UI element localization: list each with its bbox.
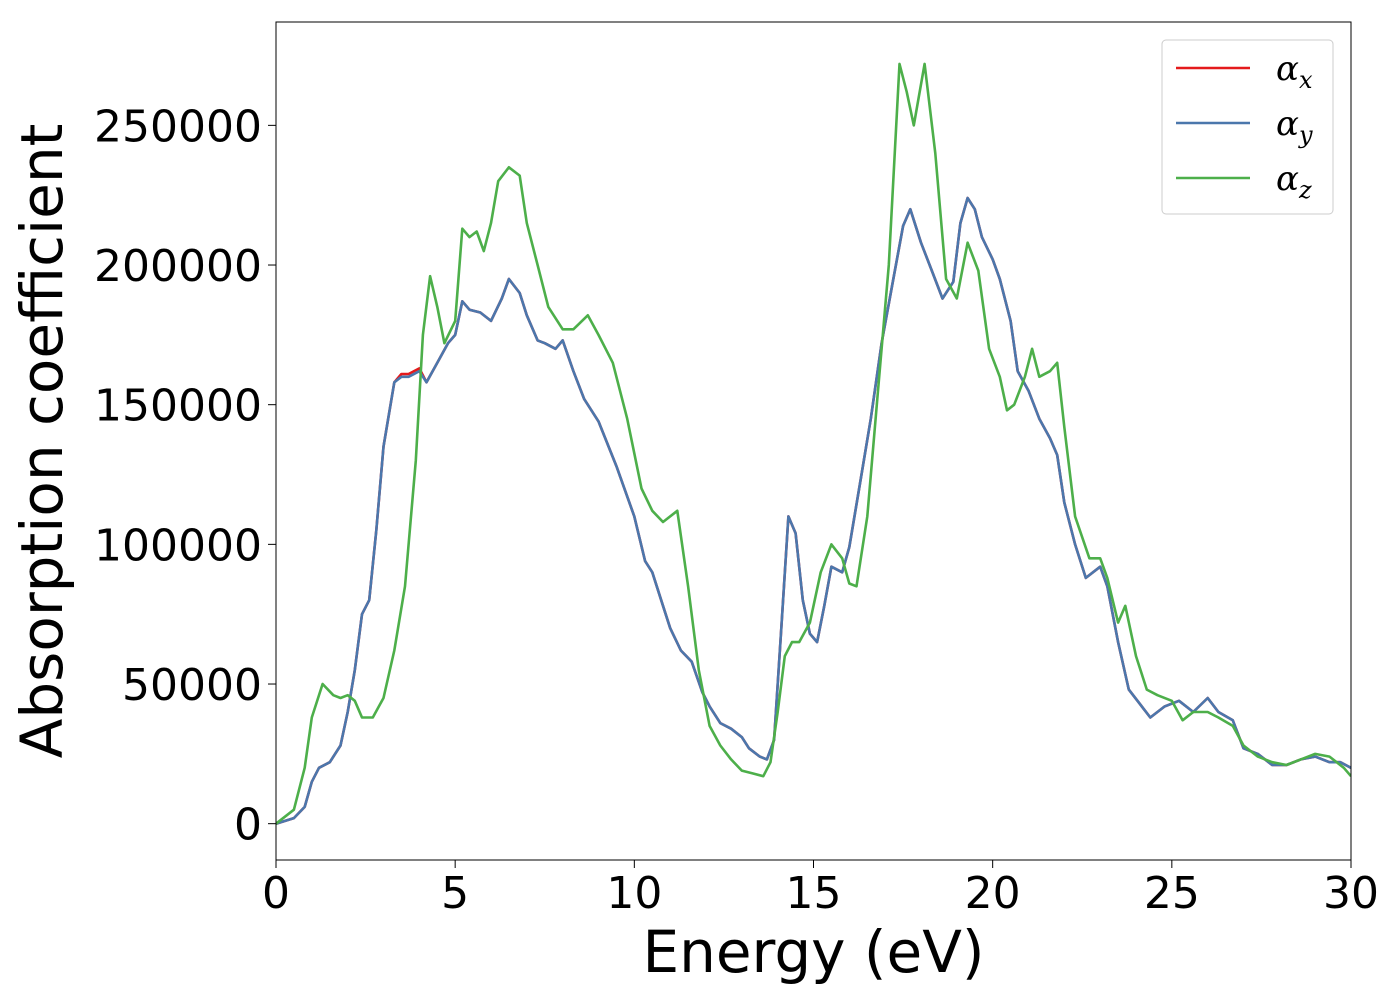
y-tick-label: 50000 — [122, 660, 262, 711]
legend-box — [1161, 39, 1334, 215]
series-line-y — [276, 196, 1351, 825]
series-line-x — [276, 196, 1351, 825]
x-tick-label: 25 — [1144, 868, 1200, 919]
x-tick-label: 0 — [262, 868, 290, 919]
x-axis-title: Energy (eV) — [642, 918, 984, 986]
legend-label-x: αx — [1276, 49, 1313, 94]
y-axis-title: Absorption coefficient — [8, 124, 76, 759]
y-tick-label: 100000 — [94, 520, 262, 571]
x-tick-label: 10 — [606, 868, 662, 919]
y-tick-label: 150000 — [94, 381, 262, 432]
series-line-z — [276, 62, 1351, 825]
y-axis-ticks: 0 50000 100000 150000 200000 250000 — [94, 101, 276, 851]
x-axis-ticks: 0 5 10 15 20 25 30 — [262, 860, 1379, 919]
legend: αx αy αz — [1161, 39, 1334, 215]
legend-label-y: αy — [1276, 104, 1313, 149]
x-tick-label: 30 — [1323, 868, 1379, 919]
x-tick-label: 20 — [965, 868, 1021, 919]
x-tick-label: 5 — [441, 868, 469, 919]
plot-lines — [276, 62, 1351, 825]
legend-label-z: αz — [1276, 159, 1312, 204]
x-tick-label: 15 — [786, 868, 842, 919]
y-tick-label: 250000 — [94, 101, 262, 152]
y-tick-label: 0 — [234, 800, 262, 851]
y-tick-label: 200000 — [94, 241, 262, 292]
